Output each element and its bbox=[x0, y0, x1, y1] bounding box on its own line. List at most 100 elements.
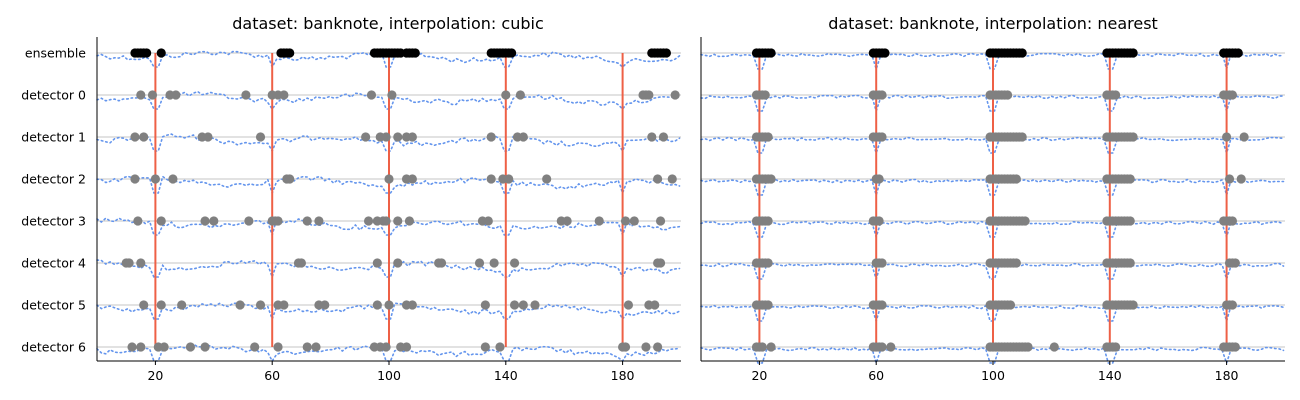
detector-detection-point bbox=[279, 300, 289, 310]
detector-detection-point bbox=[653, 342, 663, 352]
detector-detection-point bbox=[130, 132, 140, 142]
detector-detection-point bbox=[147, 90, 158, 100]
detector-detection-point bbox=[302, 342, 312, 352]
detector-detection-point bbox=[877, 258, 887, 268]
detector-detection-point bbox=[436, 258, 447, 268]
x-tick-label: 180 bbox=[1215, 368, 1239, 383]
detector-detection-point bbox=[542, 174, 552, 184]
detector-detection-point bbox=[760, 90, 770, 100]
detector-detection-point bbox=[655, 216, 666, 226]
detector-detection-point bbox=[241, 90, 251, 100]
detector-detection-point bbox=[629, 216, 639, 226]
detector-detection-point bbox=[384, 174, 394, 184]
row-label: detector 0 bbox=[21, 88, 86, 103]
detector-detection-point bbox=[200, 216, 210, 226]
detector-detection-point bbox=[285, 174, 295, 184]
detector-detection-point bbox=[200, 342, 210, 352]
ensemble-detection-point bbox=[507, 48, 517, 58]
detector-detection-point bbox=[372, 258, 382, 268]
ensemble-detection-point bbox=[880, 48, 890, 58]
detector-detection-point bbox=[381, 342, 391, 352]
detector-detection-point bbox=[1020, 216, 1030, 226]
detector-detection-point bbox=[486, 132, 496, 142]
x-tick-label: 140 bbox=[494, 368, 518, 383]
detector-detection-point bbox=[489, 258, 499, 268]
detector-detection-point bbox=[1227, 216, 1238, 226]
detector-detection-point bbox=[483, 216, 493, 226]
detector-detection-point bbox=[647, 132, 657, 142]
x-tick-label: 180 bbox=[611, 368, 635, 383]
detector-detection-point bbox=[474, 258, 485, 268]
detector-detection-point bbox=[1128, 300, 1138, 310]
detector-detection-point bbox=[156, 300, 166, 310]
detector-detection-point bbox=[296, 258, 306, 268]
chart-title-right: dataset: banknote, interpolation: neares… bbox=[828, 14, 1158, 33]
detector-detection-point bbox=[1011, 174, 1021, 184]
row-label: ensemble bbox=[25, 46, 86, 61]
detector-detection-point bbox=[150, 174, 160, 184]
detector-detection-point bbox=[1224, 174, 1235, 184]
detector-detection-point bbox=[1003, 90, 1013, 100]
detector-detection-point bbox=[393, 132, 403, 142]
detector-detection-point bbox=[763, 132, 773, 142]
detector-detection-point bbox=[320, 300, 330, 310]
score-trace bbox=[96, 302, 681, 322]
detector-detection-point bbox=[177, 300, 187, 310]
detector-detection-point bbox=[203, 132, 213, 142]
detector-detection-point bbox=[504, 174, 514, 184]
detector-detection-point bbox=[1128, 132, 1138, 142]
detector-detection-point bbox=[1230, 258, 1240, 268]
detector-detection-point bbox=[314, 216, 324, 226]
x-tick-label: 140 bbox=[1098, 368, 1122, 383]
detector-detection-point bbox=[136, 90, 146, 100]
detector-detection-point bbox=[139, 300, 149, 310]
x-tick-label: 100 bbox=[981, 368, 1005, 383]
detector-detection-point bbox=[407, 174, 417, 184]
detector-detection-point bbox=[168, 174, 178, 184]
detector-detection-point bbox=[133, 216, 143, 226]
detector-detection-point bbox=[877, 342, 887, 352]
detector-detection-point bbox=[393, 216, 403, 226]
detector-detection-point bbox=[139, 132, 149, 142]
detector-detection-point bbox=[159, 342, 169, 352]
detector-detection-point bbox=[156, 216, 166, 226]
detector-detection-point bbox=[1125, 216, 1135, 226]
detector-detection-point bbox=[877, 300, 887, 310]
detector-detection-point bbox=[886, 342, 896, 352]
row-label: detector 3 bbox=[21, 214, 86, 229]
ensemble-detection-point bbox=[1017, 48, 1027, 58]
detector-detection-point bbox=[366, 90, 377, 100]
detector-detection-point bbox=[361, 132, 371, 142]
detector-detection-point bbox=[644, 90, 654, 100]
detector-detection-point bbox=[874, 174, 884, 184]
detector-detection-point bbox=[594, 216, 604, 226]
detector-detection-point bbox=[655, 258, 666, 268]
detector-detection-point bbox=[650, 300, 660, 310]
detector-detection-point bbox=[509, 258, 520, 268]
ensemble-detection-point bbox=[285, 48, 295, 58]
detector-detection-point bbox=[1017, 132, 1027, 142]
x-tick-label: 60 bbox=[868, 368, 884, 383]
detector-detection-point bbox=[255, 300, 266, 310]
detector-detection-point bbox=[766, 342, 776, 352]
detector-detection-point bbox=[393, 258, 403, 268]
detector-detection-point bbox=[515, 90, 526, 100]
score-trace bbox=[96, 50, 681, 69]
detector-detection-point bbox=[250, 342, 260, 352]
score-trace bbox=[700, 178, 1285, 198]
detector-detection-point bbox=[480, 300, 490, 310]
detector-detection-point bbox=[384, 300, 394, 310]
detector-detection-point bbox=[1125, 258, 1135, 268]
detector-detection-point bbox=[1111, 90, 1121, 100]
detector-detection-point bbox=[381, 132, 391, 142]
ensemble-detection-point bbox=[410, 48, 420, 58]
detector-detection-point bbox=[1227, 300, 1238, 310]
ensemble-detection-point bbox=[1128, 48, 1138, 58]
detector-detection-point bbox=[763, 258, 773, 268]
detector-detection-point bbox=[877, 132, 887, 142]
detector-detection-point bbox=[1222, 132, 1232, 142]
detector-detection-point bbox=[401, 342, 412, 352]
detector-detection-point bbox=[1125, 174, 1135, 184]
